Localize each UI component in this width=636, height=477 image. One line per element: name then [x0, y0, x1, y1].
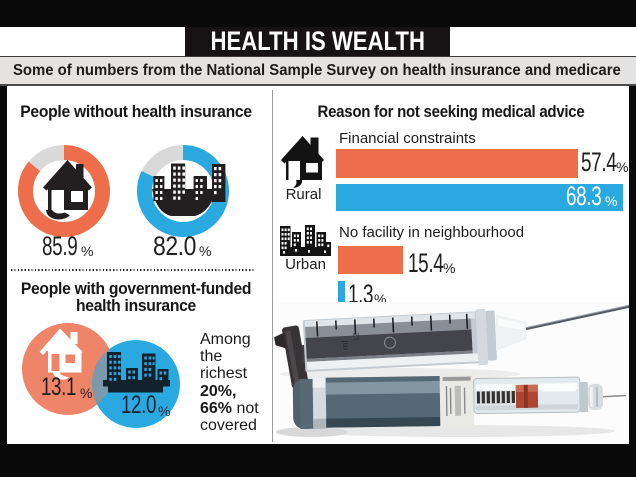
svg-text:12: 12 [351, 332, 360, 342]
svg-text:ml: ml [340, 340, 350, 350]
